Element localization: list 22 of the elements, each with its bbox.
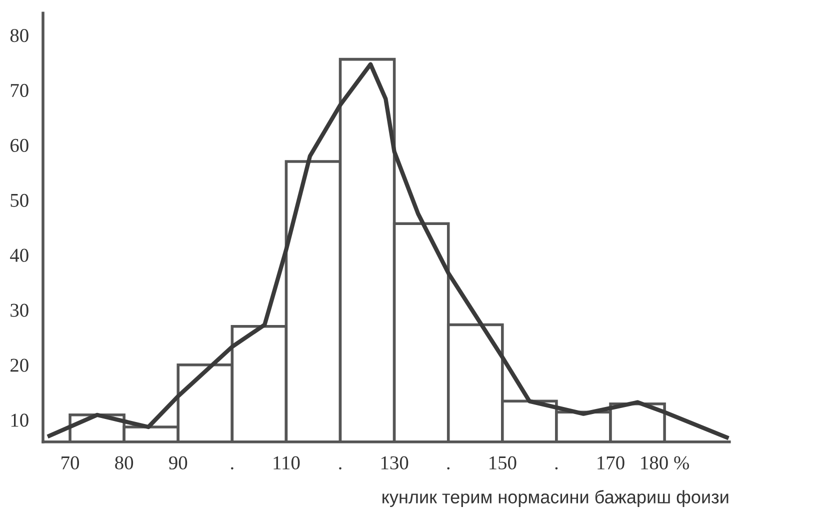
y-tick-label: 50 [10,194,28,207]
x-axis-title: кунлик терим нормасини бажариш фоизи [382,490,728,508]
y-tick-label: 30 [10,304,28,317]
x-tick-label: 170 [598,456,624,470]
y-tick-label: 10 [11,414,28,427]
y-tick-label: 80 [10,28,28,42]
x-tick-label: 80 [115,456,134,470]
x-tick-label: . [555,467,558,470]
y-tick-label: 60 [10,138,28,152]
x-tick-label: 110 [274,456,300,470]
y-tick-label: 40 [10,248,28,262]
x-tick-label: . [447,467,450,470]
x-tick-label: 90 [169,456,188,470]
x-tick-label: 130 [381,456,408,470]
x-tick-label: 180 % [641,456,690,470]
x-tick-label: . [339,467,342,470]
x-tick-label: 70 [62,456,80,470]
x-tick-label: 150 [490,456,516,470]
y-tick-label: 20 [10,358,28,372]
line-series [47,62,729,440]
y-tick-label: 70 [10,84,28,98]
x-tick-label: . [231,467,234,470]
